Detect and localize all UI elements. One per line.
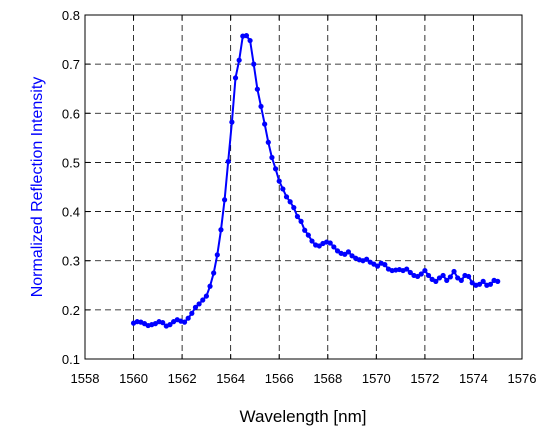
y-axis-label: Normalized Reflection Intensity [29,77,46,298]
data-point [221,197,228,203]
x-tick-label: 1558 [71,371,100,386]
data-point [167,322,173,328]
x-tick-label: 1560 [119,371,148,386]
data-point [469,280,475,286]
y-tick-label: 0.7 [62,57,80,72]
data-point [404,266,410,272]
y-tick-label: 0.2 [62,303,80,318]
data-point [189,310,195,316]
data-point [451,268,457,275]
data-point [287,199,293,205]
data-point [327,240,333,246]
data-point [236,57,242,63]
x-tick-label: 1566 [265,371,294,386]
data-point [415,273,421,280]
data-point [280,186,286,192]
data-point [349,253,355,259]
x-tick-label: 1562 [168,371,197,386]
x-tick-label: 1572 [410,371,439,386]
y-tick-label: 0.3 [62,254,80,269]
data-point [334,248,341,254]
data-point [207,283,213,289]
data-point [309,238,315,244]
data-point [225,158,231,165]
data-point [214,252,220,258]
data-point [436,275,443,281]
data-point [232,75,239,81]
y-tick-label: 0.1 [62,352,80,367]
data-point [243,33,250,39]
data-point [418,271,424,277]
data-point [433,278,439,284]
x-tick-labels: 1558 1560 1562 1564 1566 1568 1570 1572 1574 1576 [71,371,537,386]
data-point [298,218,304,224]
data-point [342,251,348,257]
data-point [302,227,308,233]
x-tick-label: 1576 [508,371,537,386]
data-point [160,320,166,326]
data-point [458,277,464,283]
data-point [444,277,450,283]
data-point [374,263,381,269]
data-point [283,194,290,200]
data-point [203,293,209,299]
data-point [272,166,279,172]
data-point [465,273,472,280]
data-point [269,154,275,161]
data-point [447,274,453,280]
data-point [364,256,370,262]
data-point [345,249,352,255]
data-point [455,275,461,281]
data-point [192,304,199,310]
data-point [331,244,337,250]
x-tick-label: 1574 [459,371,488,386]
data-point [487,281,494,287]
data-point [229,119,235,125]
y-tick-label: 0.6 [62,106,80,121]
data-point [265,139,271,145]
data-point [425,272,432,279]
y-tick-labels: 0.1 0.2 0.3 0.4 0.5 0.6 0.7 0.8 [62,8,80,367]
x-tick-label: 1568 [313,371,342,386]
data-point [495,278,501,284]
data-point [200,297,206,303]
data-point [407,269,413,276]
data-point [196,301,202,307]
series-line [133,34,498,328]
y-tick-label: 0.4 [62,205,80,220]
y-tick-label: 0.5 [62,155,80,170]
data-point [480,278,486,284]
x-axis-label: Wavelength [nm] [240,407,367,426]
data-point [422,267,428,274]
series-group [130,33,501,329]
data-point [316,243,322,249]
data-point [218,227,224,233]
x-tick-label: 1570 [362,371,391,386]
plot-area-frame [84,14,523,360]
data-point [258,103,264,110]
data-point [185,315,191,321]
data-point [251,61,257,67]
data-point [181,319,188,325]
data-point [440,272,446,279]
data-point [294,213,301,220]
data-point [305,232,311,238]
data-point [476,281,483,287]
grid-lines [85,15,522,359]
data-point [254,86,260,92]
y-tick-label: 0.8 [62,8,80,23]
data-point [382,262,388,268]
x-tick-label: 1564 [216,371,245,386]
data-point [262,121,268,127]
data-point [276,178,282,184]
data-point [211,270,217,276]
data-point [291,205,297,211]
axis-ticks [84,14,523,360]
data-point [247,37,253,44]
